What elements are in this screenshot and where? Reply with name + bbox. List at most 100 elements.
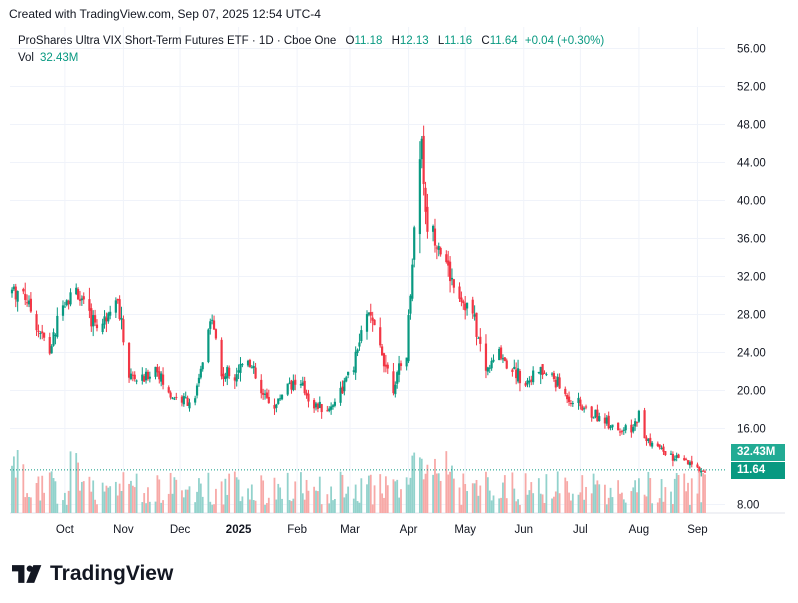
candle-body (233, 377, 236, 381)
candle-body (267, 396, 270, 404)
candle-body (54, 335, 57, 337)
candle-body (677, 454, 680, 458)
candle-body (246, 360, 250, 366)
volume-bar (422, 479, 425, 513)
volume-bar (486, 477, 489, 513)
price-chart[interactable]: 56.00 52.00 48.00 44.00 40.00 36.00 32.00 28.00… (10, 27, 785, 541)
y-tick-label: 32.00 (737, 272, 766, 284)
legend-symbol: ProShares Ultra VIX Short-Term Futures E… (18, 35, 337, 47)
volume-bar (247, 488, 249, 513)
volume-bar (12, 456, 15, 513)
volume-bar (598, 484, 601, 513)
volume-bar (11, 465, 13, 513)
volume-bar (379, 474, 382, 513)
candle-body (333, 401, 336, 406)
volume-bar (539, 493, 542, 513)
volume-bar (685, 491, 688, 513)
candle-body (545, 374, 548, 376)
candle-body (318, 401, 321, 408)
candle-body (214, 329, 218, 339)
volume-bar (352, 498, 355, 513)
candle-body (554, 379, 557, 388)
volume-bar (279, 487, 282, 513)
candle-body (381, 346, 384, 356)
volume-bar (671, 503, 674, 513)
candle-body (486, 367, 489, 372)
volume-bar (96, 504, 98, 513)
tradingview-logo[interactable]: TradingView (12, 562, 173, 586)
volume-bar (358, 502, 361, 513)
volume-bar (167, 493, 170, 513)
volume-bar (407, 484, 410, 513)
volume-bar (702, 473, 705, 513)
y-tick-label: 56.00 (737, 44, 766, 56)
volume-bar (254, 500, 257, 513)
candle-body (265, 392, 269, 398)
volume-bar (566, 481, 569, 513)
legend-open-label: O (345, 35, 355, 47)
candle-body (326, 410, 329, 412)
candle-body (598, 416, 601, 422)
candle-body (386, 364, 389, 369)
volume-bar (558, 493, 561, 513)
volume-bar (462, 473, 465, 513)
candle-body (564, 388, 567, 394)
volume-bar (122, 472, 125, 513)
volume-bar (477, 495, 480, 513)
candle-body (135, 380, 138, 382)
volume-bar (473, 483, 476, 513)
candle-body (407, 315, 410, 362)
candle-body (524, 383, 527, 386)
candle-body (262, 392, 265, 395)
volume-bar (332, 500, 334, 513)
volume-bar (28, 496, 30, 513)
volume-bar (624, 502, 627, 513)
volume-bar (687, 482, 689, 513)
candle-body (620, 431, 624, 433)
candle-body (341, 386, 344, 394)
volume-bar (22, 464, 25, 513)
candle-body (698, 466, 701, 473)
candle-body (211, 319, 214, 321)
volume-bar (43, 492, 46, 513)
volume-bar (341, 474, 344, 513)
volume-bar (148, 501, 151, 513)
candle-body (532, 370, 535, 383)
volume-bar (294, 481, 297, 513)
candle-body (360, 330, 363, 342)
volume-bar (235, 477, 238, 513)
candle-body (95, 324, 99, 329)
volume-bar (181, 490, 183, 513)
candle-body (194, 398, 197, 403)
volume-bar (475, 479, 478, 513)
volume-bar (677, 475, 680, 513)
candle-body (154, 366, 157, 377)
volume-bar (662, 501, 665, 513)
volume-bar (92, 480, 95, 513)
x-tick-label: Oct (56, 524, 75, 536)
volume-bar (554, 491, 557, 513)
candle-body (671, 453, 674, 461)
candle-body (515, 369, 518, 379)
volume-bar (371, 504, 374, 513)
candle-body (622, 429, 625, 431)
volume-bar (528, 490, 531, 513)
volume-bar (386, 485, 389, 513)
volume-bar (660, 479, 663, 513)
volume-bar (215, 488, 217, 513)
candle-body (75, 287, 78, 295)
legend-high: 12.13 (399, 35, 429, 47)
candle-body (343, 380, 346, 392)
candle-body (609, 426, 612, 428)
volume-bar (471, 483, 474, 513)
candle-body (197, 377, 201, 384)
candle-body (505, 360, 508, 369)
candle-body (431, 225, 435, 232)
volume-bar (604, 484, 606, 513)
created-with-line: Created with TradingView.com, Sep 07, 20… (9, 7, 321, 21)
candle-body (207, 329, 210, 363)
candle-body (27, 300, 31, 305)
volume-bar (209, 501, 212, 513)
candle-body (22, 288, 25, 292)
volume-bar (101, 482, 104, 513)
